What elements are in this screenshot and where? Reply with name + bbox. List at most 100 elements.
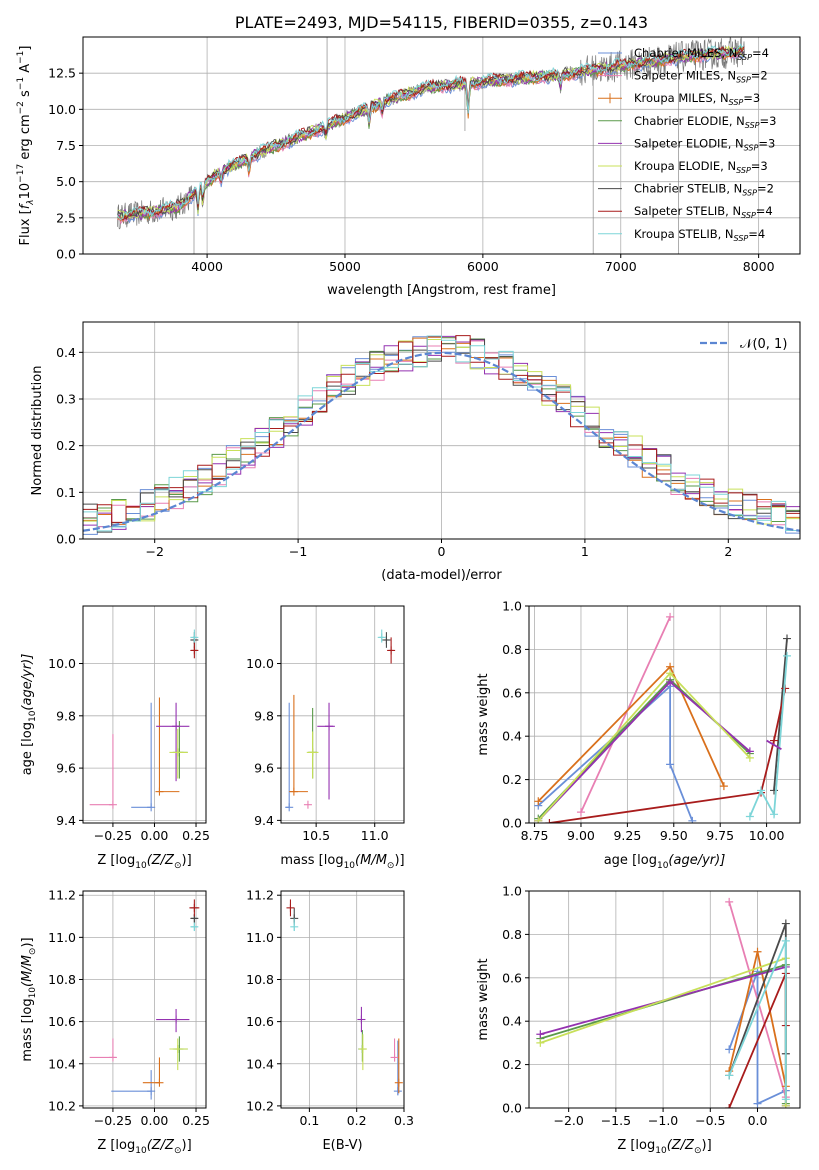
ylabel-main: mass [log — [20, 998, 35, 1061]
x-tick-label: −0.25 — [94, 828, 132, 843]
chart-title: PLATE=2493, MJD=54115, FIBERID=0355, z=0… — [235, 13, 648, 32]
grid — [281, 606, 404, 823]
legend-label: 𝒩(0, 1) — [740, 337, 787, 352]
y-tick-label: 0.2 — [502, 1057, 522, 1072]
y-tick-label: 10.6 — [48, 1014, 76, 1029]
series-marker — [783, 634, 792, 643]
ylabel-units: erg cm — [18, 114, 33, 163]
y-tick-label: 9.6 — [254, 761, 274, 776]
xlabel-main: mass [log — [280, 853, 343, 868]
series-marker — [534, 816, 543, 823]
x-tick-label: 8000 — [743, 259, 775, 274]
y-tick-label: 10.4 — [246, 1056, 274, 1071]
ylabel-sub: 10 — [28, 710, 38, 722]
y-tick-label: 11.2 — [246, 888, 274, 903]
x-tick-label: 1 — [581, 544, 589, 559]
y-tick-label: 0.0 — [56, 247, 76, 262]
y-tick-label: 9.8 — [254, 708, 274, 723]
x-tick-label: 9.00 — [567, 828, 595, 843]
axes-age_vs_Z: −0.25 0.00 0.259.49.69.810.0Z [log10(Z/Z⊙)… — [20, 605, 210, 871]
series-marker — [666, 612, 675, 621]
legend-rest: =3 — [751, 159, 768, 173]
series-marker — [725, 1071, 734, 1080]
xlabel-main: age [log — [604, 853, 657, 868]
x-axis-label: Z [log10(Z/Z⊙)] — [97, 1138, 191, 1156]
series-marker — [753, 947, 762, 956]
x-axis-label: (data-model)/error — [381, 568, 502, 583]
y-tick-label: 10.6 — [246, 1014, 274, 1029]
legend-rest: =2 — [757, 182, 774, 196]
x-axis-label: Z [log10(Z/Z⊙)] — [97, 853, 191, 871]
y-tick-label: 10.0 — [48, 102, 76, 117]
x-tick-label: −1.0 — [648, 1113, 678, 1128]
x-tick-label: −0.25 — [94, 1113, 132, 1128]
legend-name: Salpeter ELODIE, N — [634, 136, 744, 150]
xlabel-sub: 10 — [135, 1146, 147, 1156]
y-tick-label: 0.2 — [56, 438, 76, 453]
xlabel-sun: ⊙ — [174, 1146, 182, 1156]
x-tick-label: −1.5 — [601, 1113, 631, 1128]
y-tick-label: 0.8 — [502, 927, 522, 942]
legend-sub: SSP — [742, 189, 757, 198]
series-line — [766, 739, 782, 750]
series-marker — [745, 812, 754, 821]
legend-name: Salpeter STELIB, N — [634, 204, 741, 218]
axes-mass_vs_EBV: 0.1 0.2 0.3 10.2 10.4 10.6 10.8 11.0 11.2 E(B-V) — [246, 888, 414, 1153]
ylabel-exp4: −1 — [16, 51, 26, 64]
legend-sub: SSP — [736, 166, 751, 175]
legend-label: Kroupa ELODIE, NSSP=3 — [634, 159, 768, 175]
x-tick-label: 10.00 — [749, 828, 785, 843]
x-tick-label: 0.3 — [394, 1113, 414, 1128]
series-line — [580, 616, 671, 813]
legend-name: Chabrier STELIB, N — [634, 182, 742, 196]
xlabel-sub: 10 — [657, 861, 669, 871]
y-axis-label: age [log10(age/yr)] — [20, 654, 38, 776]
legend-label: Chabrier ELODIE, NSSP=3 — [634, 114, 776, 130]
series-line — [749, 655, 788, 818]
xlabel-sub: 10 — [655, 1146, 667, 1156]
xlabel-end: )] — [182, 1138, 192, 1153]
y-tick-label: 0.1 — [56, 485, 76, 500]
legend: 𝒩(0, 1) — [700, 337, 787, 352]
y-tick-label: 0.4 — [502, 729, 522, 744]
legend-rest: =3 — [743, 91, 760, 105]
xlabel-rest: (M/M — [355, 853, 387, 868]
series-marker — [753, 1099, 762, 1108]
x-tick-label: 0.0 — [748, 1113, 768, 1128]
y-tick-label: 0.4 — [502, 1014, 522, 1029]
series-marker — [725, 897, 734, 906]
plot-area — [89, 629, 199, 812]
xlabel-main: Z [log — [97, 1138, 135, 1153]
xlabel-sun: ⊙ — [174, 861, 182, 871]
xlabel-end: )] — [182, 853, 192, 868]
legend-name: Chabrier ELODIE, N — [634, 114, 745, 128]
x-tick-label: 4000 — [191, 259, 223, 274]
x-tick-label: 11.0 — [361, 828, 389, 843]
axes-weight_vs_age: 8.75 9.00 9.25 9.50 9.75 10.00 0.0 0.2 0.4 0.6 0.8… — [476, 599, 801, 871]
legend-rest: =3 — [760, 114, 777, 128]
ylabel-sub: λ — [26, 199, 36, 205]
series-marker — [770, 736, 779, 745]
xlabel-main: Z [log — [97, 853, 135, 868]
xlabel-rest: (Z/Z — [667, 1138, 695, 1153]
y-tick-label: 0.0 — [56, 532, 76, 547]
axes-age_vs_mass: 10.5 11.0 9.4 9.6 9.8 10.0 mass [log10(M/M⊙)] — [246, 605, 405, 871]
legend-name: Salpeter MILES, N — [634, 69, 736, 83]
y-tick-label: 9.4 — [254, 813, 274, 828]
x-tick-label: 2 — [724, 544, 732, 559]
x-tick-label: −2 — [145, 544, 163, 559]
ylabel-sun: ⊙ — [28, 948, 38, 956]
plot-area — [536, 897, 790, 1108]
y-axis-label: Flux [fλ10−17 erg cm−2 s−1 A−1] — [16, 46, 36, 246]
axes-frame — [528, 890, 801, 1109]
ylabel-exp: −17 — [16, 164, 26, 183]
ylabel-exp2: −2 — [16, 101, 26, 114]
plot-area — [117, 37, 745, 254]
xlabel-rest: (Z/Z — [147, 853, 175, 868]
series-marker — [545, 819, 554, 823]
plot-area — [534, 612, 792, 823]
ylabel-exp3: −1 — [16, 77, 26, 90]
